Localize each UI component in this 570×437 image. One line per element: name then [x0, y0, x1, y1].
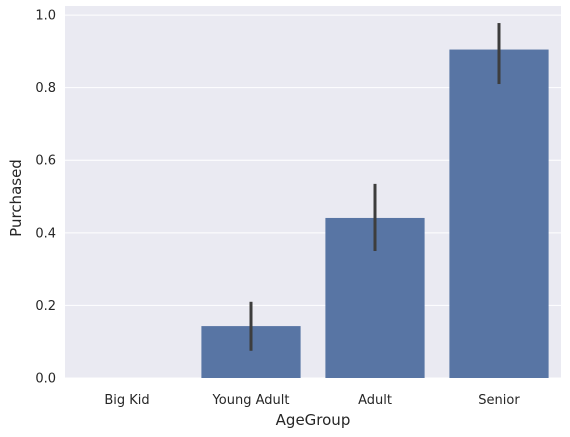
y-axis-label: Purchased	[7, 159, 25, 237]
bar	[449, 49, 549, 379]
y-tick-label: 0.2	[35, 299, 56, 314]
x-tick-label: Adult	[358, 393, 392, 408]
y-tick-label: 0.8	[35, 81, 56, 96]
grid-lines	[65, 14, 561, 379]
x-tick-label: Big Kid	[104, 393, 149, 408]
x-axis-label: AgeGroup	[276, 411, 351, 429]
error-bars	[249, 23, 501, 351]
y-tick-label: 0.0	[35, 372, 56, 387]
y-tick-label: 1.0	[35, 9, 56, 24]
y-tick-label: 0.6	[35, 154, 56, 169]
y-tick-labels: 0.0 0.2 0.4 0.6 0.8 1.0	[35, 9, 56, 387]
x-tick-label: Senior	[478, 393, 520, 408]
y-tick-label: 0.4	[35, 226, 56, 241]
x-tick-labels: Big Kid Young Adult Adult Senior	[104, 393, 520, 408]
x-tick-label: Young Adult	[212, 393, 290, 408]
